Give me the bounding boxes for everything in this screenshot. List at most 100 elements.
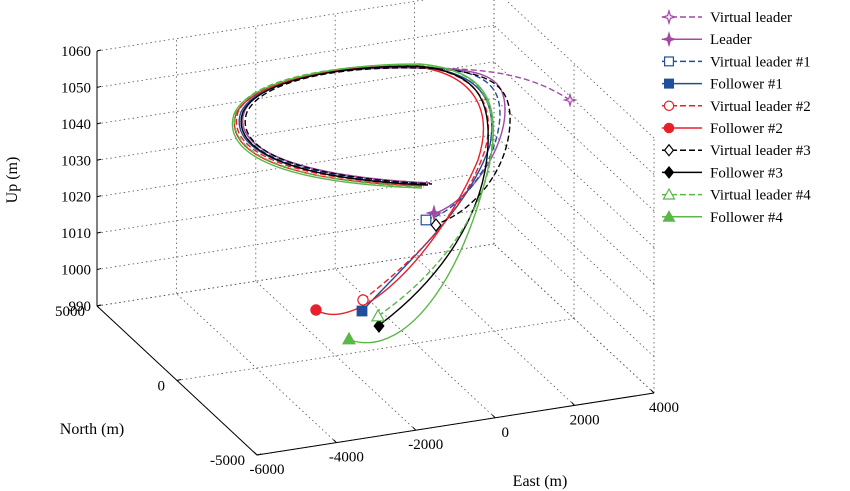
start-marker-1 — [562, 92, 578, 108]
x-tick-label: 2000 — [570, 412, 600, 428]
legend-item: Follower #1 — [662, 77, 783, 93]
start-marker-6 — [310, 304, 322, 316]
z-tick-label: 1010 — [61, 226, 91, 242]
legend-label: Follower #1 — [710, 77, 783, 93]
axes — [96, 49, 655, 456]
legend-label: Virtual leader — [710, 10, 792, 26]
y-tick-label: -5000 — [210, 453, 245, 469]
legend-item: Virtual leader #2 — [662, 99, 811, 115]
x-tick — [253, 451, 258, 456]
legend-label: Follower #4 — [710, 210, 783, 226]
grid-line — [493, 207, 655, 357]
y-tick — [176, 379, 182, 381]
x-tick-label: -2000 — [408, 437, 443, 453]
legend-item: Virtual leader #3 — [662, 143, 811, 159]
legend-marker — [663, 56, 674, 67]
z-tick — [96, 304, 102, 307]
grid-line — [493, 61, 655, 212]
start-marker-8 — [373, 319, 385, 333]
legend-item: Follower #3 — [662, 165, 783, 181]
x-tick — [333, 439, 337, 443]
x-tick — [491, 414, 496, 419]
start-marker-9 — [370, 308, 386, 322]
x-axis-label: East (m) — [513, 473, 568, 490]
legend-label: Leader — [710, 32, 752, 48]
start-marker-2 — [425, 204, 443, 222]
z-tick-label: 1030 — [61, 153, 91, 169]
legend-item: Virtual leader — [660, 8, 792, 26]
grid-line — [493, 170, 655, 321]
legend-item: Follower #4 — [662, 210, 783, 226]
grid-line — [493, 97, 655, 248]
trajectory-8 — [240, 65, 489, 327]
start-marker-3 — [420, 214, 432, 226]
legend-item: Virtual leader #1 — [662, 54, 811, 70]
legend-marker — [663, 165, 675, 179]
grid — [96, 0, 655, 456]
legend-label: Virtual leader #2 — [710, 99, 811, 115]
trajectories — [231, 63, 571, 344]
legend-item: Follower #2 — [662, 121, 783, 137]
trajectory-9 — [233, 64, 493, 317]
legend-marker — [662, 187, 676, 200]
y-tick — [256, 453, 262, 456]
z-tick — [96, 49, 102, 52]
z-tick — [96, 195, 102, 198]
grid-line — [414, 256, 575, 406]
grid-line — [176, 293, 337, 443]
z-tick-label: 1000 — [61, 263, 91, 279]
z-tick — [96, 85, 102, 88]
grid-line — [334, 268, 496, 419]
z-tick — [96, 122, 102, 125]
grid-line — [505, 0, 655, 139]
trajectory-6 — [233, 65, 485, 316]
legend-marker — [663, 143, 675, 157]
legend-marker — [660, 8, 678, 26]
grid-line — [255, 280, 417, 431]
x-tick-label: 0 — [501, 425, 509, 441]
x-axis-line — [256, 392, 655, 456]
x-tick — [650, 389, 655, 394]
trajectory-10 — [231, 63, 494, 344]
x-tick-label: -6000 — [250, 462, 285, 478]
z-tick-label: 1060 — [61, 44, 91, 60]
grid-line — [96, 61, 495, 125]
legend-item: Leader — [660, 31, 752, 48]
y-tick-label: 0 — [158, 379, 166, 395]
z-axis-label: Up (m) — [4, 157, 21, 204]
x-tick — [412, 426, 417, 431]
z-tick — [96, 158, 102, 161]
trajectory-4 — [238, 66, 493, 312]
legend-marker — [663, 78, 674, 89]
x-tick-label: -4000 — [329, 450, 364, 466]
legend-marker — [662, 210, 676, 222]
z-tick-label: 1040 — [61, 117, 91, 133]
trajectory-2 — [241, 67, 506, 214]
legend: Virtual leader Leader Virtual leader #1 Fol… — [660, 8, 811, 226]
legend-label: Virtual leader #4 — [710, 188, 811, 204]
start-marker-5 — [357, 294, 369, 306]
z-tick-label: 990 — [69, 299, 92, 315]
y-axis-label: North (m) — [60, 421, 124, 438]
y-tick-label: 5000 — [55, 304, 85, 320]
z-tick-label: 1020 — [61, 190, 91, 206]
legend-item: Virtual leader #4 — [662, 188, 811, 204]
z-tick — [96, 268, 102, 271]
grid-line — [96, 97, 495, 161]
x-tick — [571, 402, 575, 406]
legend-marker — [663, 100, 675, 112]
legend-label: Follower #2 — [710, 121, 783, 137]
z-tick — [96, 231, 102, 234]
legend-label: Virtual leader #1 — [710, 54, 811, 70]
legend-label: Follower #3 — [710, 165, 783, 181]
trajectory-7 — [244, 67, 511, 226]
legend-marker — [660, 31, 678, 48]
start-marker-7 — [430, 218, 442, 232]
grid-line — [96, 0, 427, 52]
grid-line — [493, 134, 655, 285]
legend-marker — [663, 122, 675, 134]
z-tick-label: 1050 — [61, 80, 91, 96]
start-marker-10 — [341, 331, 357, 345]
